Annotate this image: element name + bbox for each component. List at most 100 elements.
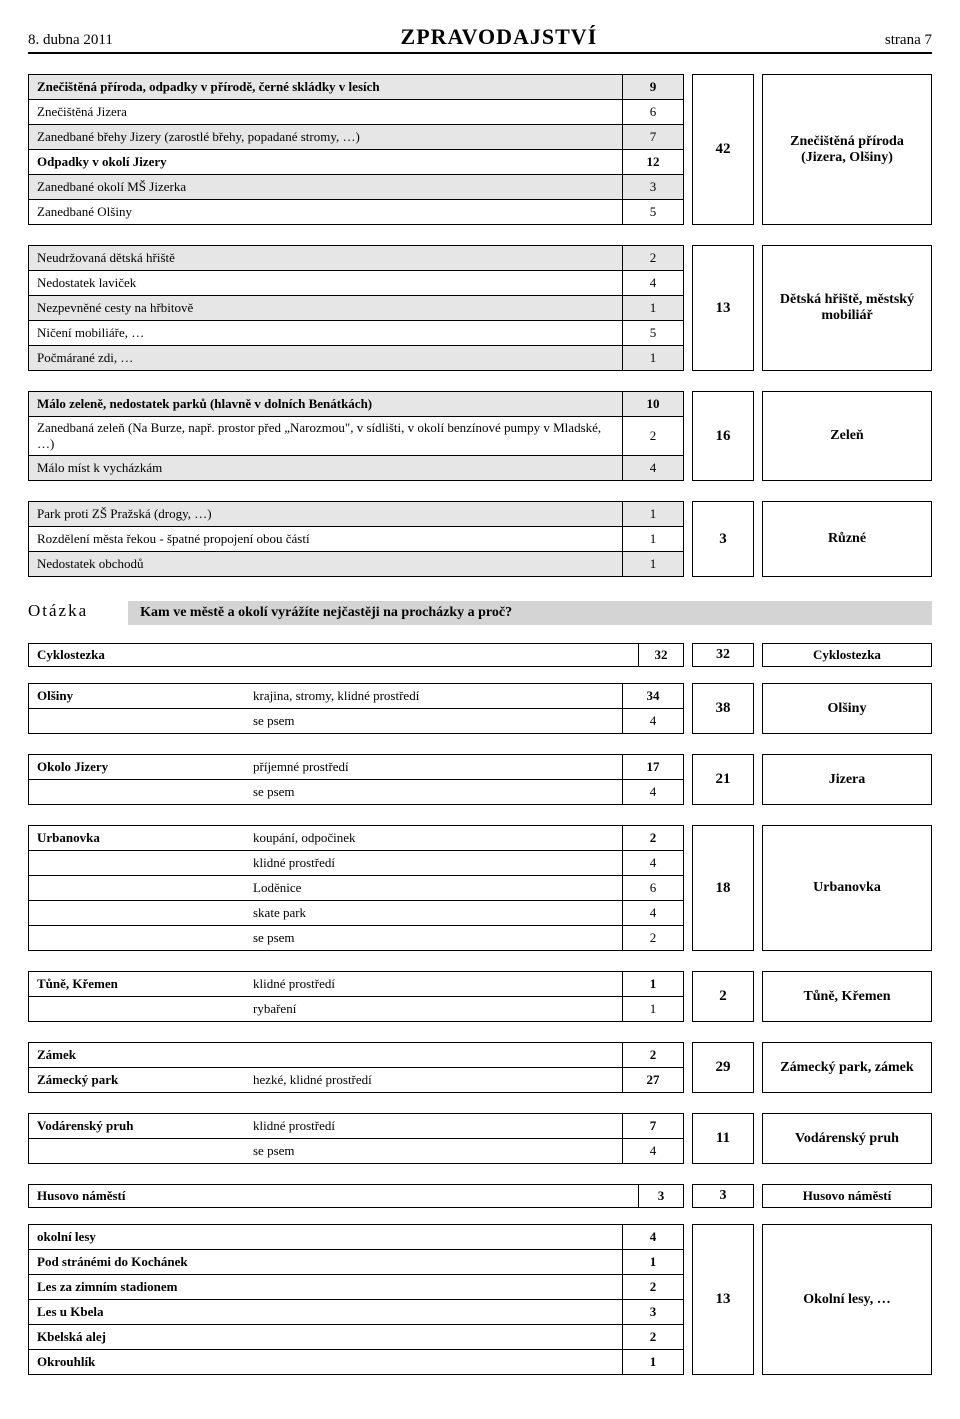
table-cell: skate park: [245, 901, 623, 926]
table-cell: 4: [623, 851, 684, 876]
table-cell: Urbanovka: [29, 826, 246, 851]
cell: Cyklostezka: [762, 643, 932, 667]
table-cell: se psem: [245, 926, 623, 951]
cat-cell: Tůně, Křemen: [762, 971, 932, 1022]
cat-cell: Dětská hřiště, městský mobiliář: [762, 245, 932, 371]
cat-cell: Zeleň: [762, 391, 932, 481]
table-cell: Zanedbaná zeleň (Na Burze, např. prostor…: [29, 417, 623, 456]
question-text: Kam ve městě a okolí vyrážíte nejčastěji…: [128, 601, 932, 625]
table: Olšinykrajina, stromy, klidné prostředí3…: [28, 683, 684, 734]
block-tune: Tůně, Křemenklidné prostředí1rybaření1 2…: [28, 971, 932, 1022]
table-cell: Loděnice: [245, 876, 623, 901]
block-3: Málo zeleně, nedostatek parků (hlavně v …: [28, 391, 932, 481]
table: Vodárenský pruhklidné prostředí7se psem4: [28, 1113, 684, 1164]
block-urbanovka: Urbanovkakoupání, odpočinek2klidné prost…: [28, 825, 932, 951]
table-cell: 4: [623, 456, 684, 481]
table-cell: krajina, stromy, klidné prostředí: [245, 684, 623, 709]
cell: Husovo náměstí: [762, 1184, 932, 1208]
cat-cell: Jizera: [762, 754, 932, 805]
table: okolní lesy4Pod stránémi do Kochánek1Les…: [28, 1224, 684, 1375]
cell: 3: [692, 1184, 754, 1208]
sum-cell: 38: [692, 683, 754, 734]
table-cell: klidné prostředí: [245, 972, 623, 997]
table-cell: 2: [623, 826, 684, 851]
table-cell: 27: [623, 1068, 684, 1093]
table-cell: 2: [623, 1043, 684, 1068]
row-cyklo: Cyklostezka 32 32 Cyklostezka: [28, 643, 932, 667]
table-cell: Olšiny: [29, 684, 246, 709]
table-cell: 9: [623, 75, 684, 100]
table-cell: 4: [623, 901, 684, 926]
table-cell: Odpadky v okolí Jizery: [29, 150, 623, 175]
table-cell: 1: [623, 552, 684, 577]
page-header: 8. dubna 2011 ZPRAVODAJSTVÍ strana 7: [28, 24, 932, 54]
table-cell: 3: [623, 175, 684, 200]
row-husovo: Husovo náměstí 3 3 Husovo náměstí: [28, 1184, 932, 1208]
table-cell: Nedostatek obchodů: [29, 552, 623, 577]
table-cell: 5: [623, 200, 684, 225]
table-cell: 4: [623, 780, 684, 805]
table-cell: 17: [623, 755, 684, 780]
cell: Cyklostezka: [28, 643, 639, 667]
sum-cell: 13: [692, 245, 754, 371]
table-cell: 2: [623, 1275, 684, 1300]
table-cell: 6: [623, 876, 684, 901]
table-cell: [245, 1043, 623, 1068]
block-zamek: Zámek2Zámecký parkhezké, klidné prostřed…: [28, 1042, 932, 1093]
table-cell: se psem: [245, 709, 623, 734]
table-cell: 1: [623, 972, 684, 997]
table: Urbanovkakoupání, odpočinek2klidné prost…: [28, 825, 684, 951]
sum-cell: 29: [692, 1042, 754, 1093]
table-cell: 2: [623, 417, 684, 456]
table-cell: Rozdělení města řekou - špatné propojení…: [29, 527, 623, 552]
table-cell: [29, 1139, 246, 1164]
sum-cell: 13: [692, 1224, 754, 1375]
table-cell: 1: [623, 997, 684, 1022]
table: Okolo Jizerypříjemné prostředí17se psem4: [28, 754, 684, 805]
table-cell: 1: [623, 527, 684, 552]
header-page: strana 7: [885, 32, 932, 49]
question-row: Otázka Kam ve městě a okolí vyrážíte nej…: [28, 601, 932, 625]
cell: 3: [639, 1184, 684, 1208]
table-cell: [29, 780, 246, 805]
table-cell: okolní lesy: [29, 1225, 623, 1250]
table-cell: Park proti ZŠ Pražská (drogy, …): [29, 502, 623, 527]
table-cell: 4: [623, 709, 684, 734]
table: Zámek2Zámecký parkhezké, klidné prostřed…: [28, 1042, 684, 1093]
sum-cell: 16: [692, 391, 754, 481]
table-cell: Málo míst k vycházkám: [29, 456, 623, 481]
table: Znečištěná příroda, odpadky v přírodě, č…: [28, 74, 684, 225]
cat-cell: Okolní lesy, …: [762, 1224, 932, 1375]
table-cell: 4: [623, 1225, 684, 1250]
table-cell: Pod stránémi do Kochánek: [29, 1250, 623, 1275]
table-cell: 10: [623, 392, 684, 417]
table-cell: 4: [623, 1139, 684, 1164]
table-cell: [29, 997, 246, 1022]
block-vodarensky: Vodárenský pruhklidné prostředí7se psem4…: [28, 1113, 932, 1164]
header-title: ZPRAVODAJSTVÍ: [401, 24, 598, 50]
table-cell: Neudržovaná dětská hřiště: [29, 246, 623, 271]
cat-cell: Olšiny: [762, 683, 932, 734]
table-cell: koupání, odpočinek: [245, 826, 623, 851]
table-cell: 1: [623, 1250, 684, 1275]
table-cell: 2: [623, 1325, 684, 1350]
table-cell: 2: [623, 926, 684, 951]
table-cell: Zámecký park: [29, 1068, 246, 1093]
table-cell: Ničení mobiliáře, …: [29, 321, 623, 346]
table-cell: 6: [623, 100, 684, 125]
table: Park proti ZŠ Pražská (drogy, …)1Rozděle…: [28, 501, 684, 577]
cat-cell: Vodárenský pruh: [762, 1113, 932, 1164]
table-cell: Tůně, Křemen: [29, 972, 246, 997]
table-cell: [29, 926, 246, 951]
sum-cell: 21: [692, 754, 754, 805]
table-cell: se psem: [245, 780, 623, 805]
cell: Husovo náměstí: [28, 1184, 639, 1208]
table-cell: 7: [623, 125, 684, 150]
table-cell: Zanedbané Olšiny: [29, 200, 623, 225]
cat-cell: Urbanovka: [762, 825, 932, 951]
table-cell: 12: [623, 150, 684, 175]
table-cell: 34: [623, 684, 684, 709]
block-olsiny: Olšinykrajina, stromy, klidné prostředí3…: [28, 683, 932, 734]
table-cell: Nedostatek laviček: [29, 271, 623, 296]
table-cell: klidné prostředí: [245, 1114, 623, 1139]
